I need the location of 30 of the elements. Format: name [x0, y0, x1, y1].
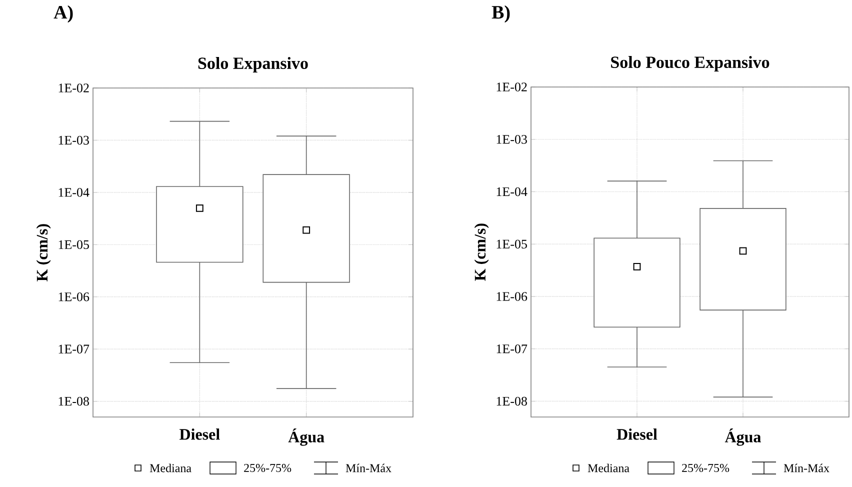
x-tick-label: Água — [288, 428, 324, 446]
y-axis-title: K (cm/s) — [474, 224, 489, 281]
y-tick-label: 1E-04 — [496, 187, 528, 196]
y-tick-label: 1E-05 — [58, 240, 89, 250]
text: 25%-75% — [682, 464, 730, 472]
chart-title: Solo Pouco Expansivo — [611, 56, 770, 72]
text: Mín-Máx — [346, 464, 392, 472]
y-tick-label: 1E-06 — [58, 292, 90, 302]
y-tick-label: 1E-08 — [58, 396, 89, 406]
chart-title: Solo Expansivo — [198, 57, 308, 72]
x-tick-label: Água — [724, 428, 761, 446]
text: 25%-75% — [244, 464, 292, 472]
y-tick-label: 1E-02 — [58, 84, 89, 92]
y-tick-label: 1E-03 — [58, 136, 89, 145]
y-tick-label: 1E-05 — [496, 240, 527, 248]
x-tick-label: Diesel — [616, 428, 658, 440]
text: Mín-Máx — [784, 464, 830, 472]
y-tick-label: 1E-07 — [496, 344, 528, 354]
y-tick-label: 1E-08 — [496, 396, 527, 406]
y-axis-title: K (cm/s) — [36, 224, 51, 282]
y-tick-label: 1E-07 — [58, 344, 90, 354]
text: Mediana — [150, 464, 192, 472]
y-tick-label: 1E-03 — [496, 134, 527, 144]
text: Mediana — [588, 464, 630, 472]
text: B) — [492, 5, 510, 23]
text: A) — [54, 5, 73, 23]
y-tick-label: 1E-06 — [496, 292, 528, 301]
x-tick-label: Diesel — [180, 428, 220, 440]
y-tick-label: 1E-04 — [58, 188, 90, 197]
y-tick-label: 1E-02 — [496, 82, 527, 92]
